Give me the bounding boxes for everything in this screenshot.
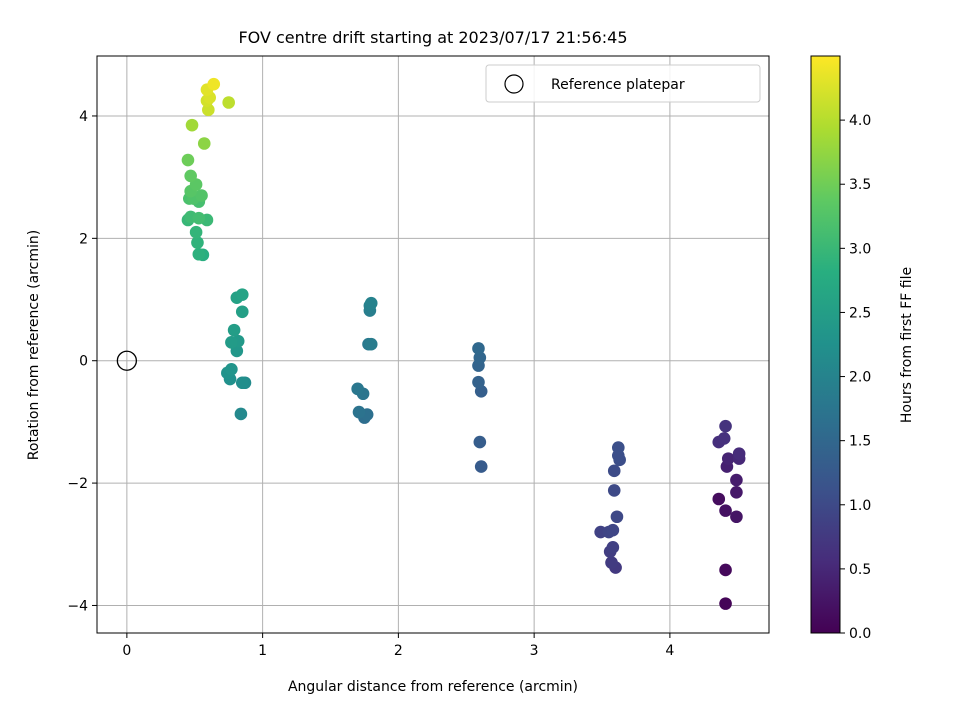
x-tick-label: 2 [394,643,403,659]
data-point [732,447,746,461]
colorbar-label: Hours from first FF file [899,267,915,423]
x-axis-label: Angular distance from reference (arcmin) [288,679,578,695]
data-point [192,211,206,225]
y-axis-ticks: −4 −2 0 2 4 [67,109,97,614]
data-point [472,342,485,355]
data-point [606,523,620,537]
data-point [719,504,732,517]
data-point [227,323,241,337]
grid [97,56,769,633]
data-point [474,460,488,473]
data-point [184,169,197,183]
legend-label-reference: Reference platepar [551,77,685,93]
data-point [197,137,211,150]
data-point [207,77,221,91]
y-tick-label: 0 [79,354,88,370]
colorbar: 0.0 0.5 1.0 1.5 2.0 2.5 3.0 3.5 4.0 Hours from f… [810,55,915,642]
data-point [351,382,364,396]
data-point [352,405,366,419]
data-point [234,407,248,421]
data-point [235,305,249,319]
data-point [222,96,235,109]
legend-marker-reference [504,74,524,94]
data-point [195,189,208,202]
data-point [730,473,743,487]
x-tick-label: 0 [122,643,131,659]
data-point [712,492,726,506]
data-point [719,563,732,577]
y-tick-label: −4 [67,598,88,614]
colorbar-gradient [810,55,841,634]
data-point [612,441,625,454]
data-point [472,375,485,389]
y-tick-label: 4 [79,109,88,125]
x-tick-label: 4 [665,643,674,659]
x-axis-ticks: 0 1 2 3 4 [122,633,674,659]
plot-frame [96,55,770,634]
data-point [185,118,199,132]
y-axis-label: Rotation from reference (arcmin) [26,230,42,460]
data-point [717,432,731,445]
y-tick-label: 2 [79,231,88,247]
data-point [610,510,624,524]
data-point [721,452,735,465]
data-point [235,288,249,301]
x-tick-label: 3 [530,643,539,659]
colorbar-tick-label: 1.5 [849,434,871,450]
data-point [189,225,203,239]
colorbar-tick-label: 2.0 [849,370,871,386]
data-points [181,77,746,610]
chart-title: FOV centre drift starting at 2023/07/17 … [238,28,627,47]
colorbar-tick-label: 0.5 [849,562,871,578]
y-tick-label: −2 [67,476,88,492]
data-point [719,419,732,433]
data-point [225,362,238,376]
data-point [364,337,378,351]
colorbar-ticks: 0.0 0.5 1.0 1.5 2.0 2.5 3.0 3.5 4.0 [840,113,871,642]
colorbar-tick-label: 4.0 [849,113,871,129]
data-point [730,485,743,499]
colorbar-tick-label: 1.0 [849,498,871,514]
data-point [235,376,249,390]
data-point [607,464,621,478]
reference-marker [116,350,138,371]
data-point [605,556,618,569]
reference-point [116,350,138,371]
data-point [191,236,204,249]
data-point [181,153,195,167]
colorbar-tick-label: 0.0 [849,626,871,642]
colorbar-tick-label: 3.5 [849,177,871,193]
legend: Reference platepar [485,64,761,103]
data-point [225,336,238,349]
data-point [606,541,620,554]
colorbar-tick-label: 2.5 [849,305,871,321]
data-point [607,484,621,497]
x-tick-label: 1 [258,643,267,659]
data-point [364,296,378,310]
data-point [473,435,487,449]
data-point [719,597,732,610]
legend-box [485,64,761,103]
data-point [192,247,206,261]
data-point [730,510,743,524]
colorbar-tick-label: 3.0 [849,241,871,257]
